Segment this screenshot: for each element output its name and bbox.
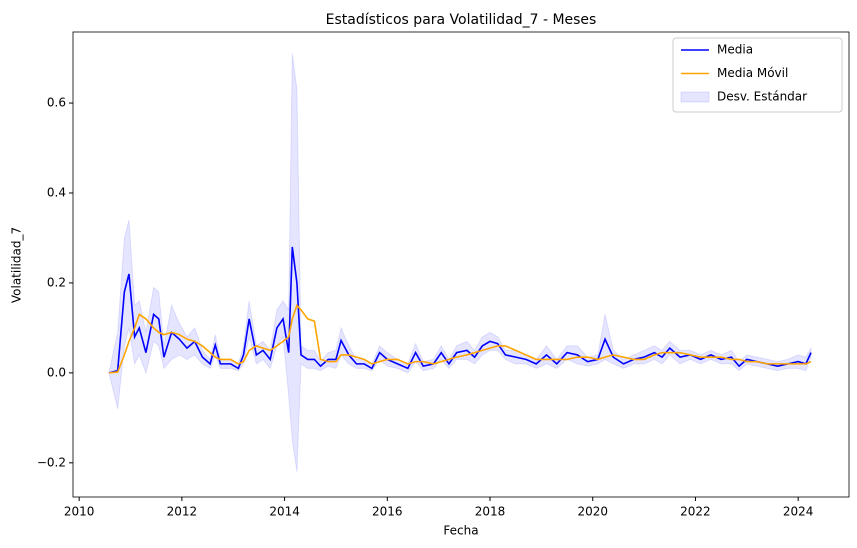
legend-label: Media — [717, 43, 753, 57]
std-band — [108, 53, 812, 472]
legend-box — [672, 37, 843, 113]
series-line — [108, 303, 812, 374]
chart-title: Estadísticos para Volatilidad_7 - Meses — [326, 12, 597, 28]
legend-label: Media Móvil — [717, 66, 788, 80]
x-tick-label: 2018 — [475, 505, 506, 519]
x-tick-label: 2024 — [783, 505, 814, 519]
x-tick-label: 2014 — [269, 505, 300, 519]
legend-label: Desv. Estándar — [717, 90, 807, 104]
y-tick-label: 0.4 — [47, 185, 66, 199]
x-axis-label: Fecha — [443, 524, 478, 538]
x-tick-label: 2012 — [167, 505, 198, 519]
x-tick-label: 2020 — [577, 505, 608, 519]
x-tick-label: 2010 — [64, 505, 95, 519]
plot-frame — [72, 31, 850, 498]
legend-swatch — [680, 91, 710, 103]
y-tick-label: 0.6 — [47, 96, 66, 110]
y-tick-label: 0.2 — [47, 275, 66, 289]
series-line — [108, 246, 812, 374]
x-tick-label: 2022 — [680, 505, 711, 519]
y-tick-label: 0.0 — [47, 365, 66, 379]
x-tick-label: 2016 — [372, 505, 403, 519]
y-tick-label: −0.2 — [37, 455, 66, 469]
y-axis-label: Volatilidad_7 — [10, 227, 24, 303]
